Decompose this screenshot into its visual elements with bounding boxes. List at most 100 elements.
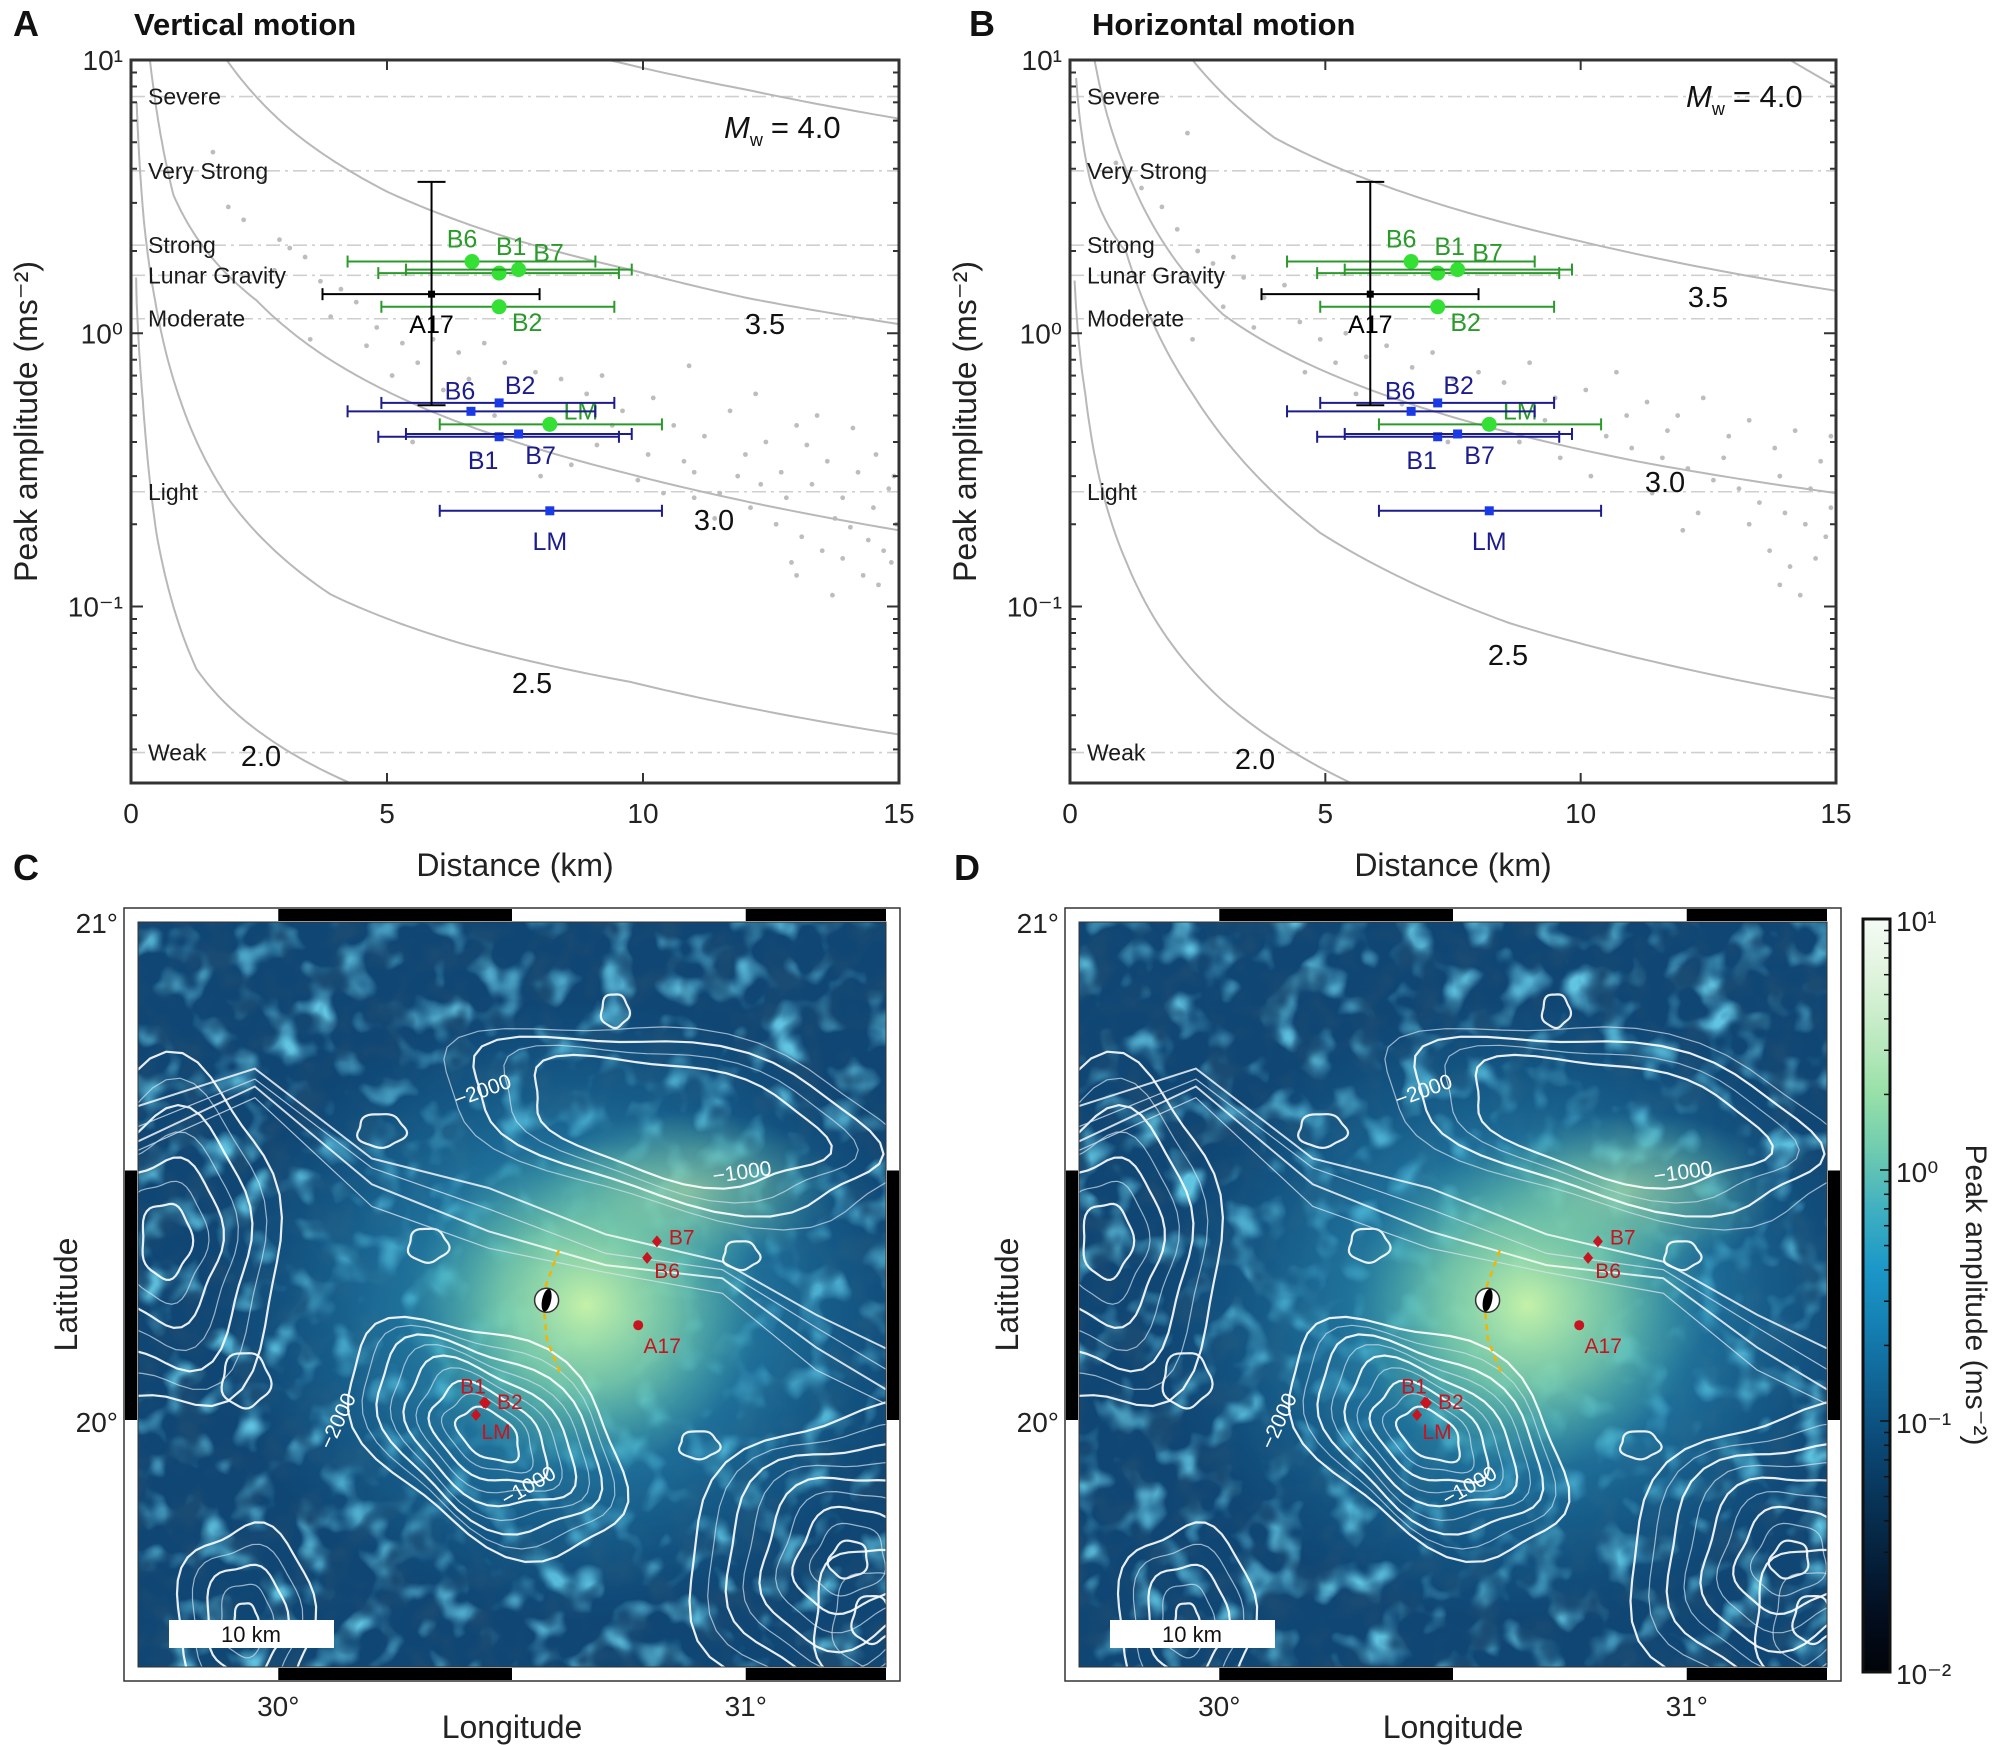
y-tick-label: 10⁻¹ [68, 592, 123, 623]
magnitude-annotation: Mw = 4.0 [724, 110, 841, 150]
station-label: B2 [505, 372, 536, 400]
panel-title: Vertical motion [134, 7, 356, 42]
y-tick-label: 10⁰ [1020, 318, 1062, 349]
background-point [307, 336, 313, 342]
background-point [661, 490, 666, 496]
contour-line [1767, 1539, 1810, 1580]
background-point [686, 363, 692, 369]
intensity-label: Lunar Gravity [148, 262, 287, 288]
frame-bar [1453, 1668, 1687, 1680]
contour-line [791, 1505, 886, 1616]
station-label: B6 [445, 377, 476, 405]
contour-line [138, 1077, 268, 1390]
scale-bar-label: 10 km [221, 1622, 281, 1647]
background-point [481, 340, 487, 346]
background-point [620, 408, 625, 414]
scale-bar [169, 1620, 334, 1648]
background-point [1828, 433, 1834, 439]
panel-letter: B [969, 3, 995, 44]
station-datapoint: B6 [346, 226, 597, 270]
contour-line [758, 1476, 886, 1654]
frame-bar [1686, 1668, 1827, 1680]
background-point [1343, 330, 1349, 336]
background-point [1261, 295, 1267, 301]
panel-title: Horizontal motion [1092, 7, 1355, 42]
frame-bar [125, 1170, 137, 1421]
background-point [1746, 521, 1752, 527]
contour-line [1699, 1476, 1827, 1654]
attenuation-curve [1075, 77, 1836, 700]
station-label: B2 [1450, 309, 1481, 337]
background-point [840, 495, 846, 501]
background-point [533, 369, 538, 375]
background-point [456, 350, 462, 355]
square-marker [545, 506, 555, 516]
attenuation-curve [608, 60, 899, 120]
contour-line [1296, 1113, 1350, 1150]
intensity-label: Moderate [148, 306, 245, 332]
background-point [1777, 582, 1783, 588]
station-marker [1592, 1235, 1603, 1248]
background-point [318, 278, 323, 284]
background-point [1139, 185, 1144, 191]
contour-line [1715, 1490, 1827, 1634]
background-point [635, 477, 641, 483]
station-datapoint: B7 [404, 240, 633, 278]
contour-line [1444, 1044, 1800, 1204]
background-point [1629, 445, 1635, 451]
background-point [1195, 248, 1201, 254]
contour-line [707, 1423, 886, 1667]
colorbar: 10¹ 10⁰ 10⁻¹ 10⁻² Peak amplitude (ms⁻²) [1861, 906, 1992, 1690]
background-point [599, 373, 605, 378]
y-tick-label: 10¹ [83, 45, 123, 76]
contour-line [850, 1595, 886, 1646]
colorbar-label: Peak amplitude (ms⁻²) [1959, 1145, 1992, 1446]
colorbar-scale [1861, 917, 1892, 1674]
background-point [594, 442, 600, 448]
station-marker [633, 1320, 644, 1331]
background-point [789, 560, 794, 565]
x-tick-label: 10 [1565, 798, 1596, 829]
background-point [847, 524, 853, 530]
panel-letter: C [13, 847, 39, 888]
frame-bar [745, 909, 886, 921]
station-label: B1 [1406, 447, 1437, 475]
contour-line [141, 1202, 195, 1282]
contour-line [1749, 1522, 1827, 1597]
frame-bar [138, 909, 279, 921]
contour-line [1079, 1131, 1180, 1352]
background-point [671, 423, 677, 428]
intensity-label: Very Strong [1087, 158, 1207, 184]
y-axis-label: Peak amplitude (ms⁻²) [947, 261, 983, 582]
background-point [328, 314, 334, 320]
background-point [735, 473, 741, 479]
background-point [1757, 500, 1762, 506]
x-axis-label: Longitude [442, 1709, 583, 1745]
contour-line [1381, 1392, 1475, 1474]
intensity-label: Lunar Gravity [1087, 262, 1226, 288]
circle-marker [1403, 254, 1419, 270]
background-point [1516, 439, 1522, 445]
background-point [873, 452, 879, 457]
background-point [1603, 433, 1609, 439]
attenuation-curve [135, 102, 899, 736]
topography-contours [1079, 993, 1827, 1667]
background-point [1409, 364, 1415, 370]
scale-bar [1110, 1620, 1275, 1648]
square-marker [466, 406, 476, 416]
contour-line [1079, 1156, 1166, 1330]
station-label: B6 [1385, 377, 1416, 405]
contour-line [138, 1131, 239, 1352]
contour-line [427, 1379, 549, 1484]
station-label: B2 [1438, 1391, 1464, 1414]
contour-line [1618, 1430, 1663, 1461]
curve-label: 3.0 [694, 505, 734, 537]
background-point [1649, 490, 1655, 496]
station-label: LM [481, 1421, 510, 1444]
background-point [1542, 417, 1548, 423]
background-point [1777, 473, 1783, 479]
station-marker [1574, 1320, 1585, 1331]
contour-line [1161, 1352, 1214, 1410]
